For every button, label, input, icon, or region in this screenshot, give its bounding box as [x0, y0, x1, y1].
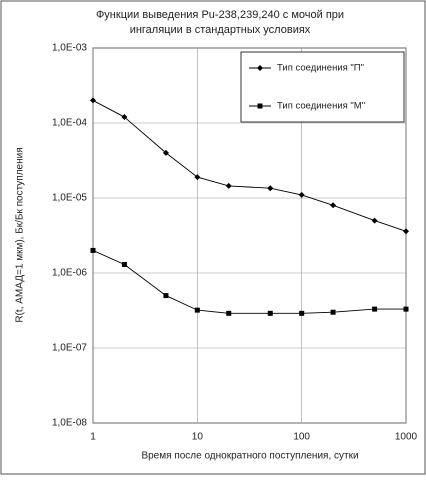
legend-label: Тип соединения "М": [277, 101, 365, 112]
marker: [403, 306, 409, 312]
marker: [299, 310, 305, 316]
marker: [267, 310, 273, 316]
y-axis-label: R(t, АМАД=1 мкм), Бк/Бк поступления: [15, 147, 26, 322]
marker: [225, 182, 232, 189]
line: [92, 100, 407, 232]
marker: [330, 202, 337, 209]
x-tick-label: 100: [293, 432, 310, 443]
y-tick-label: 1,0E-08: [52, 418, 87, 429]
marker: [267, 185, 274, 192]
marker: [194, 174, 201, 181]
marker: [371, 217, 378, 224]
x-axis-label: Время после однократного поступления, су…: [141, 451, 358, 462]
y-tick-label: 1,0E-05: [52, 193, 87, 204]
marker: [162, 149, 169, 156]
marker: [330, 309, 336, 315]
chart-title: ингаляции в стандартных условиях: [130, 24, 311, 36]
marker: [194, 307, 200, 313]
marker: [298, 191, 305, 198]
x-tick-label: 10: [192, 432, 204, 443]
y-tick-label: 1,0E-06: [52, 268, 87, 279]
marker: [121, 261, 127, 267]
marker: [226, 310, 232, 316]
y-tick-label: 1,0E-03: [52, 43, 87, 54]
marker: [90, 97, 96, 104]
line: [92, 250, 406, 314]
legend-label: Тип соединения "П": [277, 63, 364, 74]
x-tick-label: 1000: [395, 432, 418, 443]
y-tick-label: 1,0E-04: [52, 118, 87, 129]
y-tick-label: 1,0E-07: [52, 343, 87, 354]
legend-marker: [257, 65, 263, 71]
marker: [121, 114, 128, 121]
marker: [372, 306, 378, 312]
legend-marker: [257, 103, 263, 109]
marker: [90, 247, 96, 253]
marker: [163, 293, 169, 299]
chart-title: Функции выведения Pu-238,239,240 с мочой…: [96, 9, 344, 21]
legend-box: [240, 51, 405, 123]
marker: [403, 228, 409, 235]
x-tick-label: 1: [90, 432, 96, 443]
